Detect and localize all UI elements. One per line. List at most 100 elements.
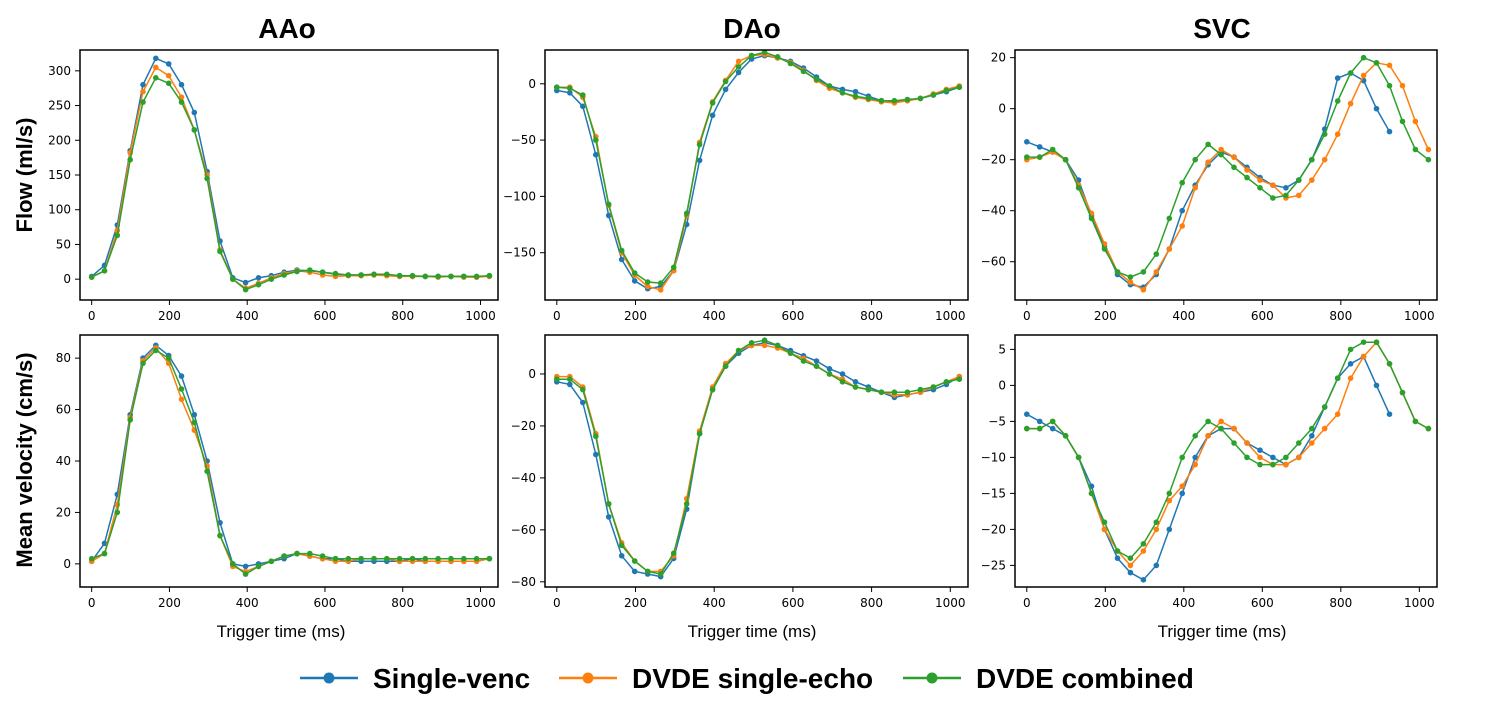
dao-flow-point-dvde-combined	[904, 96, 911, 103]
svc-flow-point-dvde-combined	[1309, 156, 1315, 163]
aao-flow-point-dvde-combined	[191, 127, 198, 133]
svc-flow-point-dvde-combined	[1088, 215, 1095, 222]
svc-flow-point-dvde-single-echo	[1309, 177, 1315, 183]
dao-flow-plot-frame	[544, 49, 969, 301]
svc-flow-ytick-label--20: −20	[981, 153, 1006, 167]
aao-flow-xtick-label-400: 400	[236, 309, 259, 323]
svc-flow-point-dvde-combined	[1114, 269, 1121, 275]
dao-flow-point-single-venc	[593, 151, 599, 158]
dao-flow-xtick-label-200: 200	[624, 309, 647, 323]
legend-item-dvde-combined[interactable]: DVDE combined	[903, 663, 1194, 694]
svc-velocity-point-dvde-combined	[1244, 454, 1250, 461]
dao-velocity-line-dvde-combined	[556, 339, 960, 575]
dao-flow-xtick-label-600: 600	[781, 309, 804, 323]
aao-velocity-point-dvde-combined	[242, 571, 249, 577]
aao-flow-point-dvde-combined	[461, 273, 467, 280]
svc-flow-point-dvde-combined	[1024, 154, 1030, 160]
svc-velocity-point-dvde-combined	[1114, 548, 1121, 554]
legend-item-single-venc[interactable]: Single-venc	[300, 663, 530, 694]
svc-flow-point-single-venc	[1386, 128, 1393, 135]
dao-velocity-xtick-label-400: 400	[703, 596, 726, 610]
svc-flow-point-dvde-combined	[1360, 54, 1367, 61]
dao-velocity-point-dvde-combined	[657, 571, 664, 577]
svc-velocity-xtick-label-800: 800	[1329, 596, 1352, 610]
svc-velocity-point-dvde-single-echo	[1360, 353, 1367, 360]
aao-velocity-point-dvde-combined	[191, 419, 198, 426]
legend-marker-dvde-combined	[926, 672, 938, 684]
svc-velocity-xtick-label-0: 0	[1023, 596, 1031, 610]
aao-flow-point-dvde-combined	[101, 268, 108, 274]
aao-velocity-ytick-label-20: 20	[56, 505, 71, 519]
dao-flow-ytick-label-0: 0	[528, 77, 536, 91]
aao-velocity-point-dvde-combined	[461, 555, 467, 562]
aao-flow-point-dvde-combined	[217, 248, 223, 255]
dao-flow-point-single-venc	[735, 69, 742, 76]
legend-marker-dvde-single-echo	[582, 672, 594, 684]
dao-velocity-ytick-label--60: −60	[511, 523, 536, 537]
aao-velocity-point-dvde-combined	[230, 561, 236, 567]
svc-flow-point-dvde-combined	[1140, 269, 1147, 275]
panel-title-aao: AAo	[258, 13, 316, 44]
aao-velocity-point-single-venc	[101, 540, 108, 547]
svc-velocity-point-dvde-combined	[1270, 461, 1276, 468]
dao-flow-xtick-label-1000: 1000	[935, 309, 966, 323]
aao-velocity-point-dvde-combined	[371, 555, 377, 562]
svc-flow-point-dvde-single-echo	[1218, 146, 1224, 153]
dao-velocity-point-dvde-combined	[748, 340, 755, 346]
panel-dao-flow: 0 200 400 600 800 1000 0 −50 −100 −150	[503, 49, 969, 323]
dao-velocity-point-dvde-combined	[670, 550, 677, 556]
aao-flow-line-dvde-single-echo	[91, 66, 490, 289]
svc-velocity-point-dvde-combined	[1425, 425, 1432, 432]
dao-flow-point-dvde-combined	[748, 52, 755, 59]
aao-velocity-point-dvde-combined	[281, 553, 287, 559]
dao-velocity-xtick-label-0: 0	[553, 596, 561, 610]
svc-velocity-xtick-label-1000: 1000	[1404, 596, 1435, 610]
aao-velocity-point-dvde-combined	[268, 558, 275, 565]
xlabel-aao: Trigger time (ms)	[217, 622, 346, 641]
svc-flow-xtick-label-0: 0	[1023, 309, 1031, 323]
dao-velocity-point-dvde-combined	[904, 389, 911, 396]
aao-flow-point-dvde-combined	[255, 281, 262, 288]
svc-flow-point-dvde-combined	[1373, 60, 1380, 66]
dao-velocity-point-dvde-combined	[774, 342, 781, 349]
aao-flow-line-dvde-combined	[91, 77, 490, 291]
svc-velocity-point-dvde-single-echo	[1231, 425, 1237, 432]
dao-velocity-point-dvde-combined	[891, 389, 898, 396]
dao-flow-point-dvde-combined	[683, 210, 690, 217]
svc-flow-point-dvde-single-echo	[1270, 182, 1276, 188]
svc-velocity-line-dvde-combined	[1026, 341, 1429, 559]
panel-dao-velocity: 0 200 400 600 800 1000 0 −20 −40 −60 −80	[511, 334, 969, 610]
dao-velocity-point-dvde-combined	[956, 376, 963, 383]
aao-velocity-point-single-venc	[178, 373, 185, 379]
dao-flow-point-single-venc	[567, 90, 573, 96]
svc-flow-point-dvde-single-echo	[1127, 279, 1134, 285]
dao-flow-point-dvde-combined	[956, 84, 963, 90]
svc-flow-point-dvde-combined	[1296, 177, 1302, 183]
svc-flow-point-single-venc	[1024, 139, 1030, 145]
legend: Single-venc DVDE single-echo DVDE combin…	[300, 663, 1194, 694]
aao-flow-point-single-venc	[165, 61, 172, 67]
svc-velocity-line-dvde-single-echo	[1026, 341, 1429, 567]
dao-flow-point-single-venc	[580, 103, 586, 110]
svc-velocity-point-dvde-combined	[1399, 389, 1406, 396]
aao-flow-point-dvde-combined	[268, 276, 275, 283]
svc-flow-xtick-label-600: 600	[1251, 309, 1274, 323]
aao-flow-point-dvde-combined	[435, 273, 441, 280]
legend-item-dvde-single-echo[interactable]: DVDE single-echo	[559, 663, 873, 694]
aao-velocity-point-single-venc	[191, 411, 198, 418]
dao-velocity-line-dvde-single-echo	[556, 344, 960, 573]
svc-flow-point-single-venc	[1373, 105, 1380, 112]
dao-flow-xtick-label-400: 400	[703, 309, 726, 323]
svc-velocity-point-dvde-single-echo	[1321, 425, 1328, 432]
svc-velocity-point-single-venc	[1024, 411, 1030, 418]
svc-velocity-point-dvde-combined	[1257, 461, 1263, 468]
svc-velocity-line-single-venc	[1026, 355, 1391, 581]
dao-velocity-point-dvde-combined	[605, 501, 612, 507]
aao-flow-xtick-label-1000: 1000	[465, 309, 496, 323]
svc-velocity-point-dvde-combined	[1049, 418, 1056, 425]
aao-velocity-point-dvde-combined	[255, 563, 262, 570]
svc-flow-point-dvde-combined	[1399, 118, 1406, 125]
aao-flow-point-dvde-single-echo	[165, 72, 172, 79]
aao-velocity-point-single-venc	[242, 563, 249, 570]
dao-velocity-point-dvde-combined	[943, 379, 950, 385]
